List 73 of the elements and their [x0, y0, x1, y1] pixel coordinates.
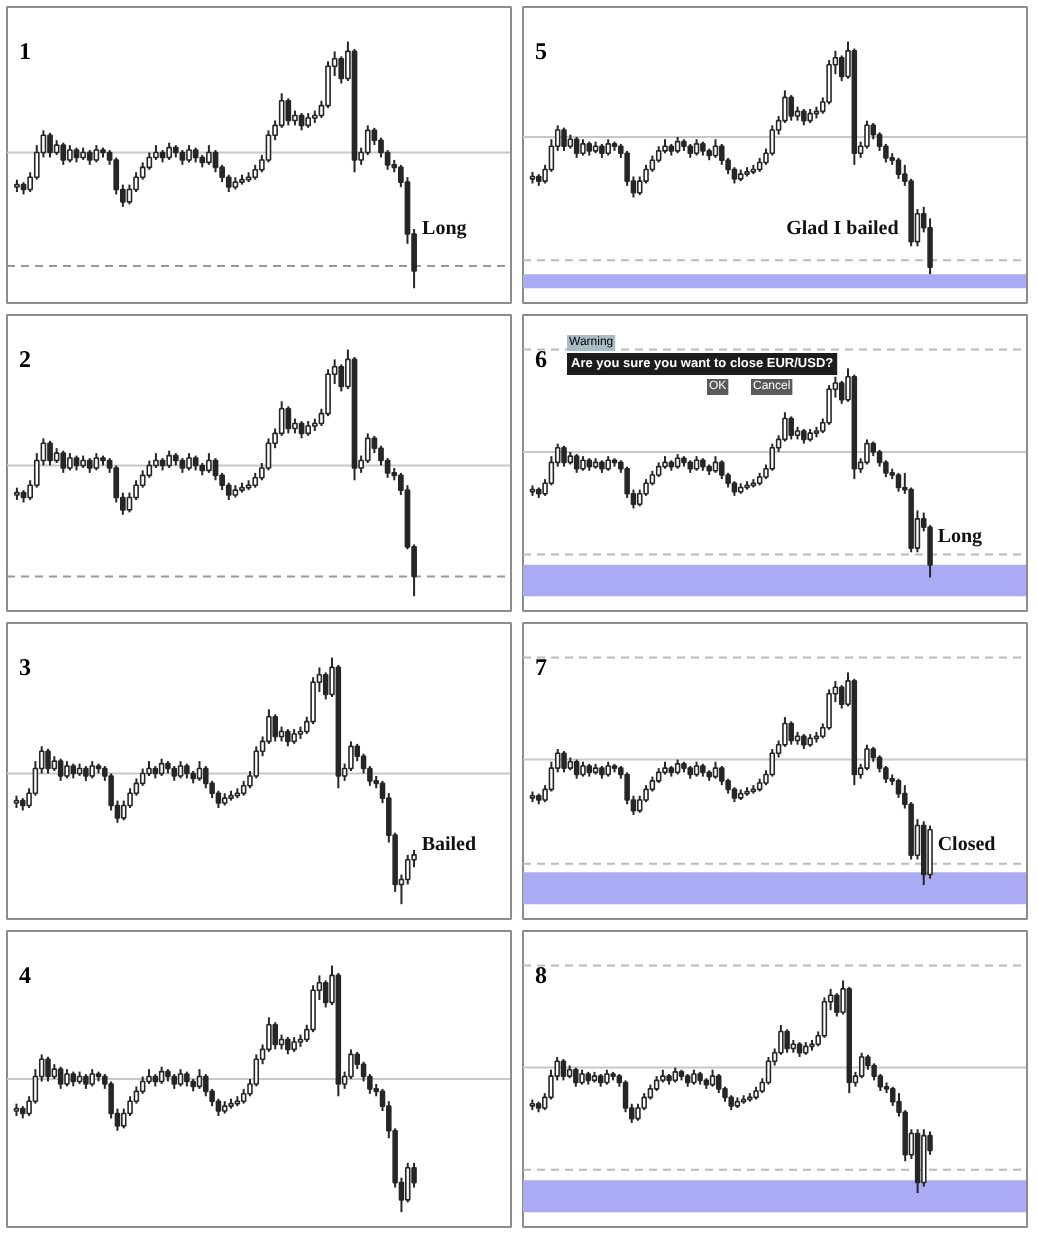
candlestick	[573, 758, 580, 780]
candlestick	[895, 471, 902, 493]
candlestick	[895, 156, 902, 180]
chart-title: 4	[19, 961, 31, 989]
candlestick	[196, 1068, 203, 1090]
candlestick	[404, 1161, 411, 1204]
candlestick	[561, 126, 567, 152]
chart-title: 3	[19, 653, 31, 681]
candlestick	[769, 442, 776, 472]
candlestick	[573, 453, 580, 474]
candlestick	[927, 824, 933, 880]
candlestick	[203, 1073, 209, 1098]
chart-title: 8	[535, 961, 547, 989]
annotation: Glad I bailed	[786, 218, 900, 240]
chart-title: 1	[19, 37, 31, 65]
candlestick	[788, 415, 794, 441]
candlestick	[285, 97, 292, 127]
candlestick	[788, 720, 794, 746]
candlestick	[206, 452, 212, 474]
candlestick	[285, 405, 292, 435]
candlestick	[826, 59, 832, 106]
candlestick	[769, 124, 776, 157]
candlestick	[864, 438, 870, 466]
candlestick	[322, 671, 329, 701]
candlestick	[573, 1066, 579, 1088]
candlestick	[573, 135, 580, 159]
candlestick	[60, 449, 67, 474]
candlestick	[864, 743, 870, 772]
candlestick	[858, 1051, 865, 1080]
candlestick	[272, 1021, 278, 1051]
candlestick	[206, 144, 212, 166]
chart-title: 2	[19, 345, 31, 373]
candlestick	[864, 119, 870, 150]
candlestick	[765, 1055, 772, 1086]
candlestick	[203, 765, 209, 790]
chart-title: 5	[535, 37, 547, 65]
candlestick	[769, 747, 776, 778]
candlestick	[47, 439, 53, 467]
candlestick	[57, 757, 64, 782]
candlestick	[838, 684, 845, 710]
candlestick	[196, 760, 203, 782]
candlestick	[322, 979, 329, 1009]
chart-title: 6	[535, 345, 547, 373]
candlestick	[712, 138, 719, 159]
candlestick	[921, 1128, 927, 1188]
candlestick	[716, 1072, 722, 1095]
candlestick	[560, 1058, 567, 1082]
candlestick	[338, 55, 345, 85]
text: Long	[422, 218, 467, 240]
text: Bailed	[421, 834, 477, 856]
candlestick	[838, 54, 845, 83]
candlestick	[45, 747, 51, 775]
candlestick	[272, 713, 278, 743]
text: Closed	[937, 834, 997, 856]
candlestick	[338, 363, 345, 393]
candlestick	[784, 1028, 790, 1054]
chart-title: 7	[535, 653, 547, 681]
candlestick	[838, 379, 845, 405]
candlestick	[826, 688, 832, 731]
candlestick	[45, 1055, 51, 1083]
candlestick	[834, 992, 840, 1018]
candlestick	[788, 94, 794, 122]
text: Long	[937, 526, 983, 548]
candlestick	[719, 142, 725, 166]
candlestick	[47, 131, 53, 159]
candlestick	[561, 750, 567, 774]
candlestick	[821, 996, 828, 1039]
candlestick	[719, 459, 725, 481]
candlestick	[719, 764, 725, 787]
candlestick	[826, 384, 832, 426]
candlestick	[60, 141, 67, 166]
candlestick	[57, 1065, 64, 1090]
candlestick	[561, 444, 567, 468]
